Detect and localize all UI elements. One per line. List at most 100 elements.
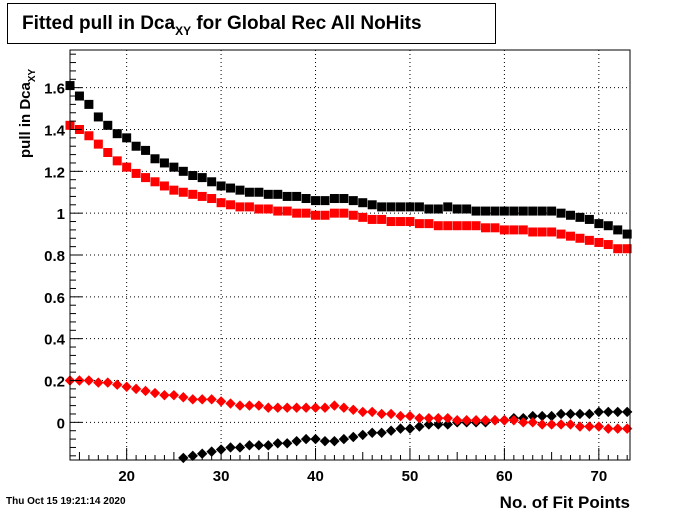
data-point-square	[481, 223, 491, 233]
data-point-diamond	[546, 419, 557, 430]
data-point-square	[424, 219, 434, 229]
axis-ticks	[69, 53, 628, 460]
data-point-square	[386, 217, 396, 227]
data-point-diamond	[527, 417, 538, 428]
data-point-square	[292, 191, 302, 201]
data-point-diamond	[130, 383, 142, 395]
data-point-square	[301, 208, 311, 218]
data-point-square	[141, 145, 151, 155]
data-point-diamond	[348, 404, 359, 415]
data-point-diamond	[244, 400, 255, 411]
data-point-diamond	[149, 387, 161, 399]
y-tick-label: 0.6	[44, 290, 65, 307]
x-tick-label: 20	[118, 468, 135, 485]
data-point-diamond	[574, 421, 586, 432]
data-point-square	[301, 194, 311, 204]
data-point-square	[575, 212, 585, 222]
data-point-diamond	[433, 419, 444, 430]
data-point-diamond	[329, 435, 340, 447]
data-markers	[64, 81, 633, 464]
data-point-square	[263, 204, 273, 214]
data-point-diamond	[121, 381, 132, 392]
data-point-square	[93, 139, 103, 149]
data-point-diamond	[612, 423, 623, 434]
data-point-square	[396, 217, 406, 227]
data-point-diamond	[574, 408, 586, 420]
data-point-diamond	[310, 433, 321, 445]
data-point-diamond	[263, 440, 274, 451]
data-point-diamond	[404, 423, 416, 434]
data-point-square	[339, 194, 349, 204]
data-point-square	[216, 198, 226, 208]
data-point-diamond	[603, 406, 614, 418]
data-point-square	[509, 206, 519, 216]
data-point-diamond	[433, 412, 444, 424]
data-point-square	[490, 206, 500, 216]
data-point-square	[556, 208, 566, 218]
data-point-diamond	[536, 419, 548, 430]
data-point-square	[131, 168, 141, 178]
data-point-diamond	[593, 406, 605, 418]
data-point-diamond	[395, 423, 406, 434]
data-point-square	[490, 223, 500, 233]
data-point-square	[405, 202, 415, 212]
data-point-square	[424, 204, 434, 214]
data-point-square	[178, 166, 188, 176]
data-point-square	[386, 202, 396, 212]
data-point-square	[282, 206, 292, 216]
x-tick-label: 40	[307, 468, 324, 485]
data-point-square	[462, 221, 472, 231]
data-point-diamond	[272, 402, 283, 413]
data-point-diamond	[414, 421, 425, 432]
x-tick-label: 50	[402, 468, 419, 485]
data-point-diamond	[83, 375, 95, 386]
data-point-square	[358, 212, 368, 222]
data-point-square	[207, 177, 217, 187]
data-point-square	[244, 202, 254, 212]
y-tick-label: 0.8	[44, 248, 65, 265]
data-point-diamond	[319, 402, 331, 413]
title-main: Fitted pull in Dca	[22, 13, 176, 34]
data-point-square	[169, 162, 179, 172]
data-point-square	[537, 206, 547, 216]
data-point-diamond	[357, 406, 368, 418]
data-point-diamond	[451, 415, 463, 426]
data-point-diamond	[480, 415, 491, 426]
data-point-diamond	[584, 421, 595, 432]
data-point-square	[547, 227, 557, 237]
data-point-diamond	[197, 448, 208, 459]
data-point-diamond	[546, 410, 557, 422]
data-point-diamond	[263, 402, 274, 413]
data-point-diamond	[527, 410, 538, 422]
data-point-square	[150, 154, 160, 164]
data-point-diamond	[338, 402, 350, 413]
x-axis-label: No. of Fit Points	[500, 493, 630, 512]
data-point-diamond	[584, 408, 595, 420]
data-point-diamond	[357, 429, 368, 441]
data-point-square	[499, 225, 509, 235]
data-point-square	[244, 187, 254, 197]
data-point-square	[471, 206, 481, 216]
data-point-square	[443, 202, 453, 212]
data-point-square	[584, 235, 594, 245]
data-point-diamond	[555, 408, 567, 420]
data-point-diamond	[508, 415, 520, 426]
data-point-square	[273, 189, 283, 199]
data-point-diamond	[555, 419, 567, 430]
data-point-diamond	[612, 406, 623, 418]
data-point-diamond	[423, 412, 435, 424]
data-point-square	[141, 173, 151, 183]
data-point-square	[329, 208, 339, 218]
data-point-diamond	[423, 419, 435, 430]
data-point-square	[84, 131, 94, 141]
data-point-square	[462, 204, 472, 214]
data-point-square	[93, 112, 103, 122]
data-point-square	[575, 233, 585, 243]
data-point-diamond	[253, 440, 265, 451]
data-point-diamond	[310, 402, 321, 413]
data-point-square	[292, 208, 302, 218]
data-point-square	[197, 191, 207, 201]
data-point-square	[556, 229, 566, 239]
data-point-square	[547, 206, 557, 216]
